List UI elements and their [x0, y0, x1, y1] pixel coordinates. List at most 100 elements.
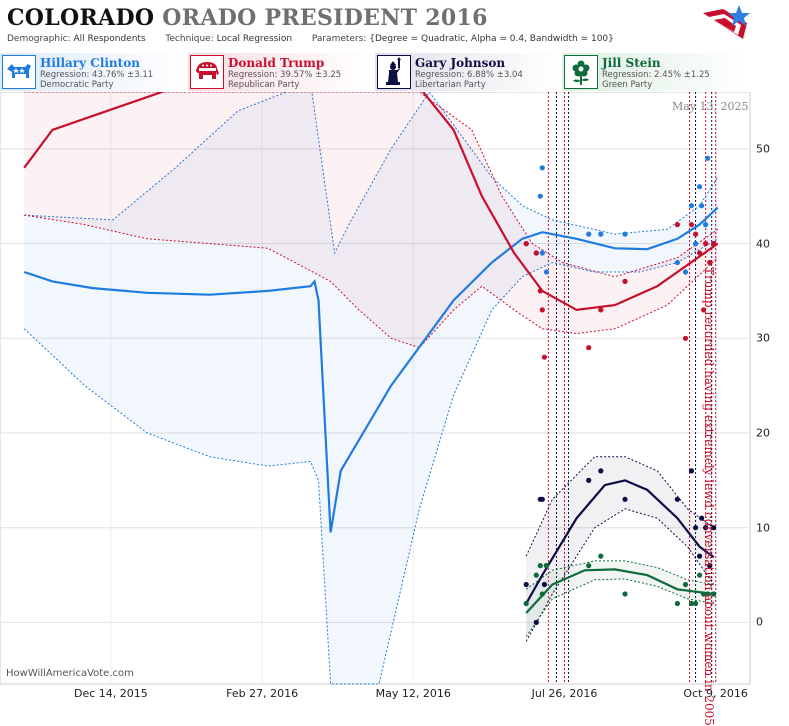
gary-johnson-poll-point: [688, 468, 695, 474]
y-tick-label: 30: [756, 331, 770, 345]
hillary-clinton-poll-point: [688, 203, 695, 209]
donald-trump-poll-point: [707, 259, 713, 266]
hillary-clinton-trend-line: [23, 206, 719, 533]
jill-stein-poll-point: [622, 591, 628, 597]
legend-item-trump: Donald Trump Regression: 39.57% ±3.25 Re…: [188, 53, 374, 91]
donald-trump-poll-point: [711, 241, 717, 247]
legend-regression: Regression: 39.57% ±3.25: [228, 70, 342, 80]
legend-name: Donald Trump: [228, 56, 325, 70]
legend-item-johnson: Gary Johnson Regression: 6.88% ±3.04 Lib…: [375, 53, 561, 91]
legend-name: Jill Stein: [602, 56, 661, 70]
donald-trump-poll-point: [697, 250, 703, 256]
legend-regression: Regression: 43.76% ±3.11: [40, 70, 154, 80]
hillary-clinton-poll-point: [697, 184, 703, 190]
hillary-clinton-poll-point: [674, 259, 681, 266]
legend-party: Libertarian Party: [415, 80, 486, 90]
date-stamp: May 13, 2025: [672, 100, 749, 113]
technique-label: Technique:: [165, 34, 214, 44]
gary-johnson-poll-point: [539, 496, 545, 502]
y-tick-label: 10: [756, 521, 770, 535]
donald-trump-poll-point: [539, 307, 545, 313]
donald-trump-poll-point: [533, 250, 539, 256]
plot-area: [0, 92, 751, 685]
hillary-clinton-poll-point: [537, 193, 543, 199]
confidence-bands: [23, 92, 719, 685]
jill-stein-upper-bound: [525, 560, 714, 590]
legend-regression: Regression: 2.45% ±1.25: [602, 70, 710, 80]
gary-johnson-band: [526, 456, 714, 642]
y-tick-label: 50: [756, 142, 770, 156]
event-annotation: Trump recorded having extremely lewd con…: [702, 267, 716, 726]
gary-johnson-poll-point: [533, 619, 539, 626]
statue-of-liberty-icon: [377, 55, 411, 89]
gary-johnson-upper-bound: [525, 456, 714, 557]
hillary-clinton-poll-point: [598, 231, 604, 237]
gary-johnson-poll-point: [711, 525, 717, 531]
donald-trump-upper-bound: [24, 92, 718, 278]
legend-name: Hillary Clinton: [40, 56, 140, 70]
flower-icon: [564, 55, 598, 89]
jill-stein-poll-point: [537, 563, 543, 569]
jill-stein-band: [526, 560, 714, 637]
gary-johnson-poll-point: [697, 553, 703, 559]
donald-trump-band: [24, 92, 718, 348]
trend-lines: [23, 92, 719, 614]
hillary-clinton-poll-point: [693, 241, 699, 247]
hillary-clinton-band: [24, 92, 718, 684]
poll-points: [523, 155, 717, 626]
gary-johnson-poll-point: [703, 525, 709, 531]
hillary-clinton-poll-point: [539, 165, 545, 171]
gary-johnson-poll-point: [586, 477, 592, 483]
gary-johnson-poll-point: [707, 563, 713, 569]
gary-johnson-poll-point: [693, 525, 699, 531]
gary-johnson-poll-point: [598, 468, 604, 474]
gary-johnson-poll-point: [523, 581, 529, 588]
jill-stein-poll-point: [705, 591, 711, 597]
x-tick-label: Oct 9, 2016: [683, 687, 748, 700]
jill-stein-poll-point: [586, 563, 592, 569]
demographic-label: Demographic:: [7, 34, 71, 44]
donald-trump-poll-point: [586, 345, 592, 351]
jill-stein-lower-bound: [525, 578, 714, 637]
jill-stein-poll-point: [543, 563, 550, 569]
gary-johnson-poll-point: [541, 581, 548, 588]
hillary-clinton-poll-point: [699, 203, 705, 209]
donald-trump-poll-point: [537, 288, 543, 294]
legend-regression: Regression: 6.88% ±3.04: [415, 70, 523, 80]
donald-trump-poll-point: [541, 354, 548, 360]
y-tick-label: 40: [756, 237, 770, 251]
title-race: ORADO PRESIDENT 2016: [162, 5, 488, 31]
jill-stein-poll-point: [701, 591, 707, 597]
jill-stein-poll-point: [598, 553, 604, 559]
donald-trump-poll-point: [701, 307, 707, 313]
jill-stein-poll-point: [693, 600, 699, 607]
jill-stein-poll-point: [533, 572, 539, 578]
hillary-clinton-poll-point: [539, 250, 545, 256]
hillary-clinton-poll-point: [586, 231, 592, 237]
hillary-clinton-poll-point: [703, 222, 709, 228]
jill-stein-poll-point: [539, 591, 545, 597]
legend-item-stein: Jill Stein Regression: 2.45% ±1.25 Green…: [562, 53, 748, 91]
red-white-blue-star-flag-logo: [703, 5, 750, 39]
donald-trump-poll-point: [682, 335, 689, 341]
donald-trump-poll-point: [693, 231, 699, 237]
hillary-clinton-poll-point: [705, 155, 711, 161]
gary-johnson-poll-point: [622, 496, 628, 502]
hillary-clinton-poll-point: [622, 231, 628, 237]
jill-stein-poll-point: [674, 600, 681, 607]
hillary-clinton-poll-point: [543, 269, 550, 275]
gary-johnson-poll-point: [699, 515, 705, 521]
legend-name: Gary Johnson: [415, 56, 506, 70]
y-tick-label: 20: [756, 426, 770, 440]
jill-stein-poll-point: [688, 600, 695, 607]
parameters-line: Demographic: All Respondents Technique: …: [7, 34, 614, 44]
donkey-icon: [2, 55, 36, 89]
hillary-clinton-poll-point: [682, 269, 689, 275]
technique-value: Local Regression: [216, 34, 293, 44]
legend-item-clinton: Hillary Clinton Regression: 43.76% ±3.11…: [0, 53, 186, 91]
hillary-clinton-lower-bound: [23, 238, 718, 685]
jill-stein-poll-point: [711, 591, 717, 597]
header: COLORADO ORADO PRESIDENT 2016 Demographi…: [0, 0, 789, 52]
demographic-value: All Respondents: [73, 34, 146, 44]
donald-trump-poll-point: [523, 241, 529, 247]
